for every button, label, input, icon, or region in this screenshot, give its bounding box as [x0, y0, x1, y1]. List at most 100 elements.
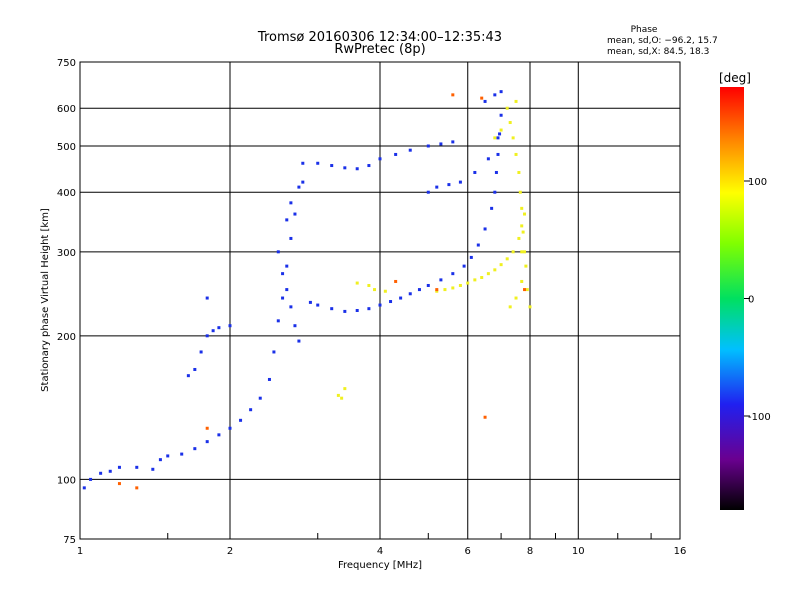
data-point-X	[524, 264, 528, 268]
data-point-O	[281, 272, 285, 276]
data-point-X	[499, 263, 503, 267]
y-tick-label: 500	[57, 142, 76, 153]
data-point-O	[289, 236, 293, 240]
data-point-O	[297, 339, 301, 343]
data-point-O	[228, 324, 232, 328]
data-point-O	[293, 212, 297, 216]
data-point-X	[523, 250, 527, 254]
data-point-O	[316, 303, 320, 307]
data-point-other	[435, 288, 439, 292]
data-point-O	[473, 170, 477, 174]
data-point-X	[435, 289, 439, 293]
data-point-other	[135, 486, 139, 490]
data-point-O	[166, 454, 170, 458]
data-point-O	[211, 329, 215, 333]
data-points	[82, 90, 532, 490]
data-point-O	[408, 292, 412, 296]
data-point-O	[399, 296, 403, 300]
colorbar-tick-label: -100	[748, 412, 771, 423]
data-point-O	[462, 264, 466, 268]
data-point-X	[451, 286, 455, 290]
data-point-O	[426, 190, 430, 194]
data-point-O	[276, 250, 280, 254]
data-point-X	[523, 212, 527, 216]
data-point-O	[408, 148, 412, 152]
data-point-O	[186, 374, 190, 378]
data-point-O	[494, 170, 498, 174]
data-point-O	[435, 185, 439, 189]
data-point-O	[258, 396, 262, 400]
x-tick-label: 2	[227, 546, 233, 557]
data-point-O	[486, 157, 490, 161]
data-point-O	[355, 308, 359, 312]
data-point-X	[520, 250, 524, 254]
data-point-O	[135, 465, 139, 469]
data-point-O	[451, 272, 455, 276]
data-point-other	[117, 482, 121, 486]
data-point-other	[205, 426, 209, 430]
data-point-X	[493, 136, 497, 140]
data-point-O	[499, 90, 503, 94]
stats-line-o: mean, sd,O: −96.2, 15.7	[607, 36, 718, 46]
data-point-O	[496, 136, 500, 140]
data-point-other	[394, 279, 398, 283]
data-point-O	[289, 305, 293, 309]
y-tick-label: 750	[57, 58, 76, 69]
data-point-O	[476, 243, 480, 247]
data-point-other	[480, 96, 484, 100]
data-point-other	[483, 415, 487, 419]
y-tick-label: 75	[63, 535, 76, 546]
data-point-O	[193, 367, 197, 371]
data-point-X	[486, 272, 490, 276]
data-point-O	[417, 288, 421, 292]
data-point-X	[505, 257, 509, 261]
x-tick-label: 6	[465, 546, 471, 557]
data-point-X	[525, 288, 529, 292]
data-point-X	[480, 276, 484, 280]
data-point-X	[493, 268, 497, 272]
data-point-X	[499, 128, 503, 132]
data-point-O	[343, 309, 347, 313]
x-axis-label: Frequency [MHz]	[338, 560, 422, 571]
data-point-O	[458, 180, 462, 184]
data-point-O	[293, 324, 297, 328]
data-point-O	[281, 296, 285, 300]
data-point-O	[378, 303, 382, 307]
x-tick-label: 8	[527, 546, 533, 557]
data-point-X	[505, 106, 509, 110]
data-point-X	[514, 99, 518, 103]
x-axis-ticks: 1 2 4 6 8 10 16	[77, 533, 687, 557]
data-point-O	[496, 152, 500, 156]
data-point-X	[520, 224, 524, 228]
data-point-O	[117, 465, 121, 469]
data-point-O	[493, 93, 497, 97]
data-point-X	[514, 152, 518, 156]
grid-lines	[80, 62, 680, 539]
data-point-O	[289, 201, 293, 205]
data-point-X	[443, 288, 447, 292]
data-point-O	[469, 255, 473, 259]
x-tick-label: 1	[77, 546, 83, 557]
data-point-O	[483, 227, 487, 231]
data-point-O	[239, 418, 243, 422]
data-point-O	[99, 471, 103, 475]
data-point-O	[205, 296, 209, 300]
data-point-O	[330, 164, 334, 168]
x-tick-label: 16	[674, 546, 687, 557]
colorbar-ticks: 100 0 -100	[744, 177, 771, 423]
data-point-O	[217, 433, 221, 437]
y-axis-ticks: 75 100 200 300 400 500 600 750	[57, 58, 76, 546]
data-point-X	[511, 136, 515, 140]
data-point-O	[394, 152, 398, 156]
data-point-O	[301, 180, 305, 184]
data-point-O	[378, 157, 382, 161]
stats-heading: Phase	[631, 25, 658, 35]
data-point-O	[193, 447, 197, 451]
data-point-O	[285, 288, 289, 292]
data-point-O	[151, 467, 155, 471]
data-point-O	[367, 164, 371, 168]
stats-line-x: mean, sd,X: 84.5, 18.3	[607, 47, 709, 57]
y-tick-label: 400	[57, 188, 76, 199]
plot-frame	[79, 61, 681, 540]
